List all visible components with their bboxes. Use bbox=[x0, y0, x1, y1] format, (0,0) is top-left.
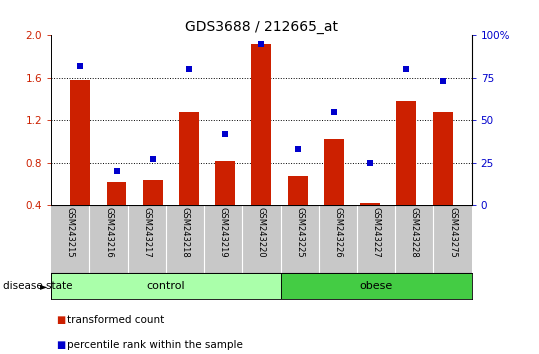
Bar bbox=[433, 112, 453, 205]
Text: ■: ■ bbox=[57, 340, 66, 350]
Text: GSM243225: GSM243225 bbox=[295, 207, 304, 258]
Text: GSM243215: GSM243215 bbox=[66, 207, 75, 258]
Text: ►: ► bbox=[40, 281, 47, 291]
Text: transformed count: transformed count bbox=[67, 315, 164, 325]
Bar bbox=[324, 139, 344, 205]
Bar bbox=[70, 80, 90, 205]
Text: GSM243216: GSM243216 bbox=[104, 207, 113, 258]
Text: GSM243218: GSM243218 bbox=[181, 207, 190, 258]
Bar bbox=[360, 203, 380, 205]
Text: GSM243217: GSM243217 bbox=[142, 207, 151, 258]
Text: GSM243227: GSM243227 bbox=[371, 207, 381, 258]
Point bbox=[438, 79, 447, 84]
Point bbox=[148, 156, 157, 162]
Bar bbox=[252, 44, 271, 205]
Bar bbox=[143, 180, 163, 205]
Bar bbox=[51, 273, 280, 299]
Bar bbox=[288, 176, 308, 205]
Point bbox=[221, 131, 230, 137]
Point bbox=[402, 67, 411, 72]
Bar bbox=[179, 112, 199, 205]
Bar bbox=[107, 182, 127, 205]
Title: GDS3688 / 212665_at: GDS3688 / 212665_at bbox=[185, 21, 338, 34]
Text: disease state: disease state bbox=[3, 281, 72, 291]
Point bbox=[293, 147, 302, 152]
Point bbox=[257, 41, 266, 47]
Bar bbox=[215, 161, 235, 205]
Text: control: control bbox=[147, 281, 185, 291]
Text: GSM243220: GSM243220 bbox=[257, 207, 266, 258]
Text: GSM243275: GSM243275 bbox=[448, 207, 457, 258]
Bar bbox=[396, 101, 416, 205]
Point bbox=[366, 160, 375, 166]
Point bbox=[329, 109, 338, 115]
Point bbox=[112, 169, 121, 174]
Text: ■: ■ bbox=[57, 315, 66, 325]
Text: obese: obese bbox=[360, 281, 393, 291]
Point bbox=[185, 67, 194, 72]
Text: percentile rank within the sample: percentile rank within the sample bbox=[67, 340, 243, 350]
Text: GSM243228: GSM243228 bbox=[410, 207, 419, 258]
Text: GSM243219: GSM243219 bbox=[219, 207, 227, 258]
Point bbox=[76, 63, 85, 69]
Text: GSM243226: GSM243226 bbox=[333, 207, 342, 258]
Bar bbox=[280, 273, 472, 299]
